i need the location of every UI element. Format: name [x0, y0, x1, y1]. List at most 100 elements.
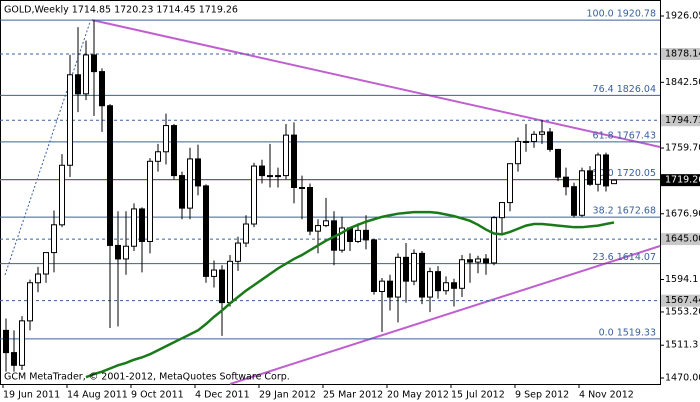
- candle-body: [483, 258, 489, 264]
- candle-body: [387, 280, 393, 298]
- candle-body: [411, 252, 417, 282]
- candle-body: [451, 282, 457, 289]
- x-tick-label: 29 Jan 2012: [259, 390, 316, 401]
- candle-body: [515, 140, 521, 165]
- x-tick-label: 9 Sep 2012: [515, 390, 569, 401]
- candle-body: [595, 154, 601, 185]
- level-label: 1645.00: [665, 234, 700, 245]
- level-box: [661, 233, 700, 246]
- candle-body: [283, 134, 289, 177]
- y-tick-label: 1594.1: [665, 274, 698, 285]
- candle-body: [307, 186, 313, 232]
- y-tick-label: 1926.05: [665, 11, 700, 22]
- candle-body: [227, 260, 233, 304]
- candle-body: [267, 175, 273, 178]
- candle-body: [155, 151, 161, 162]
- candle-body: [163, 125, 169, 153]
- candle-body: [419, 252, 425, 298]
- candle-body: [115, 244, 121, 260]
- candle-body: [395, 256, 401, 298]
- fib-level-label: 38.2 1672.68: [593, 206, 656, 217]
- candle-body: [579, 170, 585, 216]
- candle-body: [131, 208, 137, 247]
- candle-body: [35, 273, 41, 284]
- x-tick-label: 15 Jul 2012: [451, 390, 505, 401]
- candle-body: [235, 242, 241, 262]
- trend-line: [91, 19, 661, 148]
- x-tick-label: 25 Mar 2012: [323, 390, 383, 401]
- candle-body: [475, 258, 481, 263]
- y-tick-label: 1759.70: [665, 143, 700, 154]
- current-price-box: [661, 174, 700, 187]
- candle-body: [547, 131, 553, 150]
- candle-body: [555, 148, 561, 178]
- candle-body: [67, 74, 73, 166]
- current-price-label: 1719.26: [665, 175, 700, 186]
- fib-level-label: 50.0 1720.05: [593, 168, 656, 179]
- candle-body: [195, 158, 201, 187]
- candle-body: [339, 227, 345, 251]
- candle-body: [563, 176, 569, 188]
- candle-body: [587, 170, 593, 185]
- candle-body: [43, 252, 49, 275]
- candle-body: [403, 256, 409, 282]
- level-box: [661, 48, 700, 61]
- candle-body: [259, 165, 265, 177]
- moving-average: [85, 210, 615, 379]
- copyright: GCM MetaTrader, © 2001-2012, MetaQuotes …: [4, 372, 290, 383]
- candle-body: [499, 202, 505, 219]
- candle-body: [435, 271, 441, 292]
- candle-body: [203, 185, 209, 277]
- candle-body: [139, 208, 145, 242]
- level-label: 1794.71: [665, 115, 700, 126]
- candle-body: [371, 239, 377, 292]
- candle-body: [27, 282, 33, 322]
- fib-level-label: 23.6 1614.07: [593, 252, 656, 263]
- candle-body: [571, 186, 577, 216]
- candle-body: [83, 54, 89, 95]
- x-tick-label: 9 Oct 2011: [131, 390, 184, 401]
- candle-body: [251, 165, 257, 225]
- candle-body: [611, 179, 617, 185]
- candle-body: [379, 280, 385, 292]
- trend-line: [229, 245, 661, 385]
- candle-body: [523, 140, 529, 143]
- y-tick-label: 1511.3: [665, 340, 698, 351]
- candle-body: [219, 269, 225, 304]
- candle-body: [467, 259, 473, 263]
- candle-body: [243, 223, 249, 244]
- candle-body: [123, 245, 129, 260]
- x-tick-label: 4 Nov 2012: [579, 390, 634, 401]
- candle-body: [275, 175, 281, 178]
- level-label: 1567.44: [665, 295, 700, 306]
- candle-body: [491, 217, 497, 264]
- candle-body: [179, 175, 185, 209]
- candle-body: [59, 164, 65, 226]
- x-tick-label: 14 Aug 2011: [67, 390, 128, 401]
- plot-frame: [0, 0, 661, 385]
- y-tick-label: 1842.50: [665, 77, 700, 88]
- candle-body: [51, 224, 57, 254]
- candle-body: [603, 154, 609, 187]
- candle-body: [107, 105, 113, 246]
- candle-body: [507, 163, 513, 204]
- fib-level-label: 61.8 1767.43: [593, 130, 656, 141]
- candle-body: [171, 125, 177, 177]
- x-tick-label: 19 Jun 2011: [3, 390, 60, 401]
- chart-title: GOLD,Weekly 1714.85 1720.23 1714.45 1719…: [4, 5, 238, 16]
- fib-level-label: 100.0 1920.78: [586, 9, 656, 20]
- candle-body: [11, 352, 17, 366]
- candle-body: [299, 186, 305, 189]
- fib-level-label: 76.4 1826.04: [593, 84, 656, 95]
- candle-body: [323, 220, 329, 227]
- y-tick-label: 1470.00: [665, 373, 700, 384]
- candle-body: [187, 158, 193, 209]
- candle-body: [99, 71, 105, 107]
- x-tick-label: 20 May 2012: [387, 390, 449, 401]
- fib-anchor-line: [4, 21, 91, 276]
- level-box: [661, 114, 700, 127]
- candle-body: [75, 74, 81, 95]
- candle-body: [91, 54, 97, 73]
- candle-body: [315, 225, 321, 232]
- y-tick-label: 1553.20: [665, 306, 700, 317]
